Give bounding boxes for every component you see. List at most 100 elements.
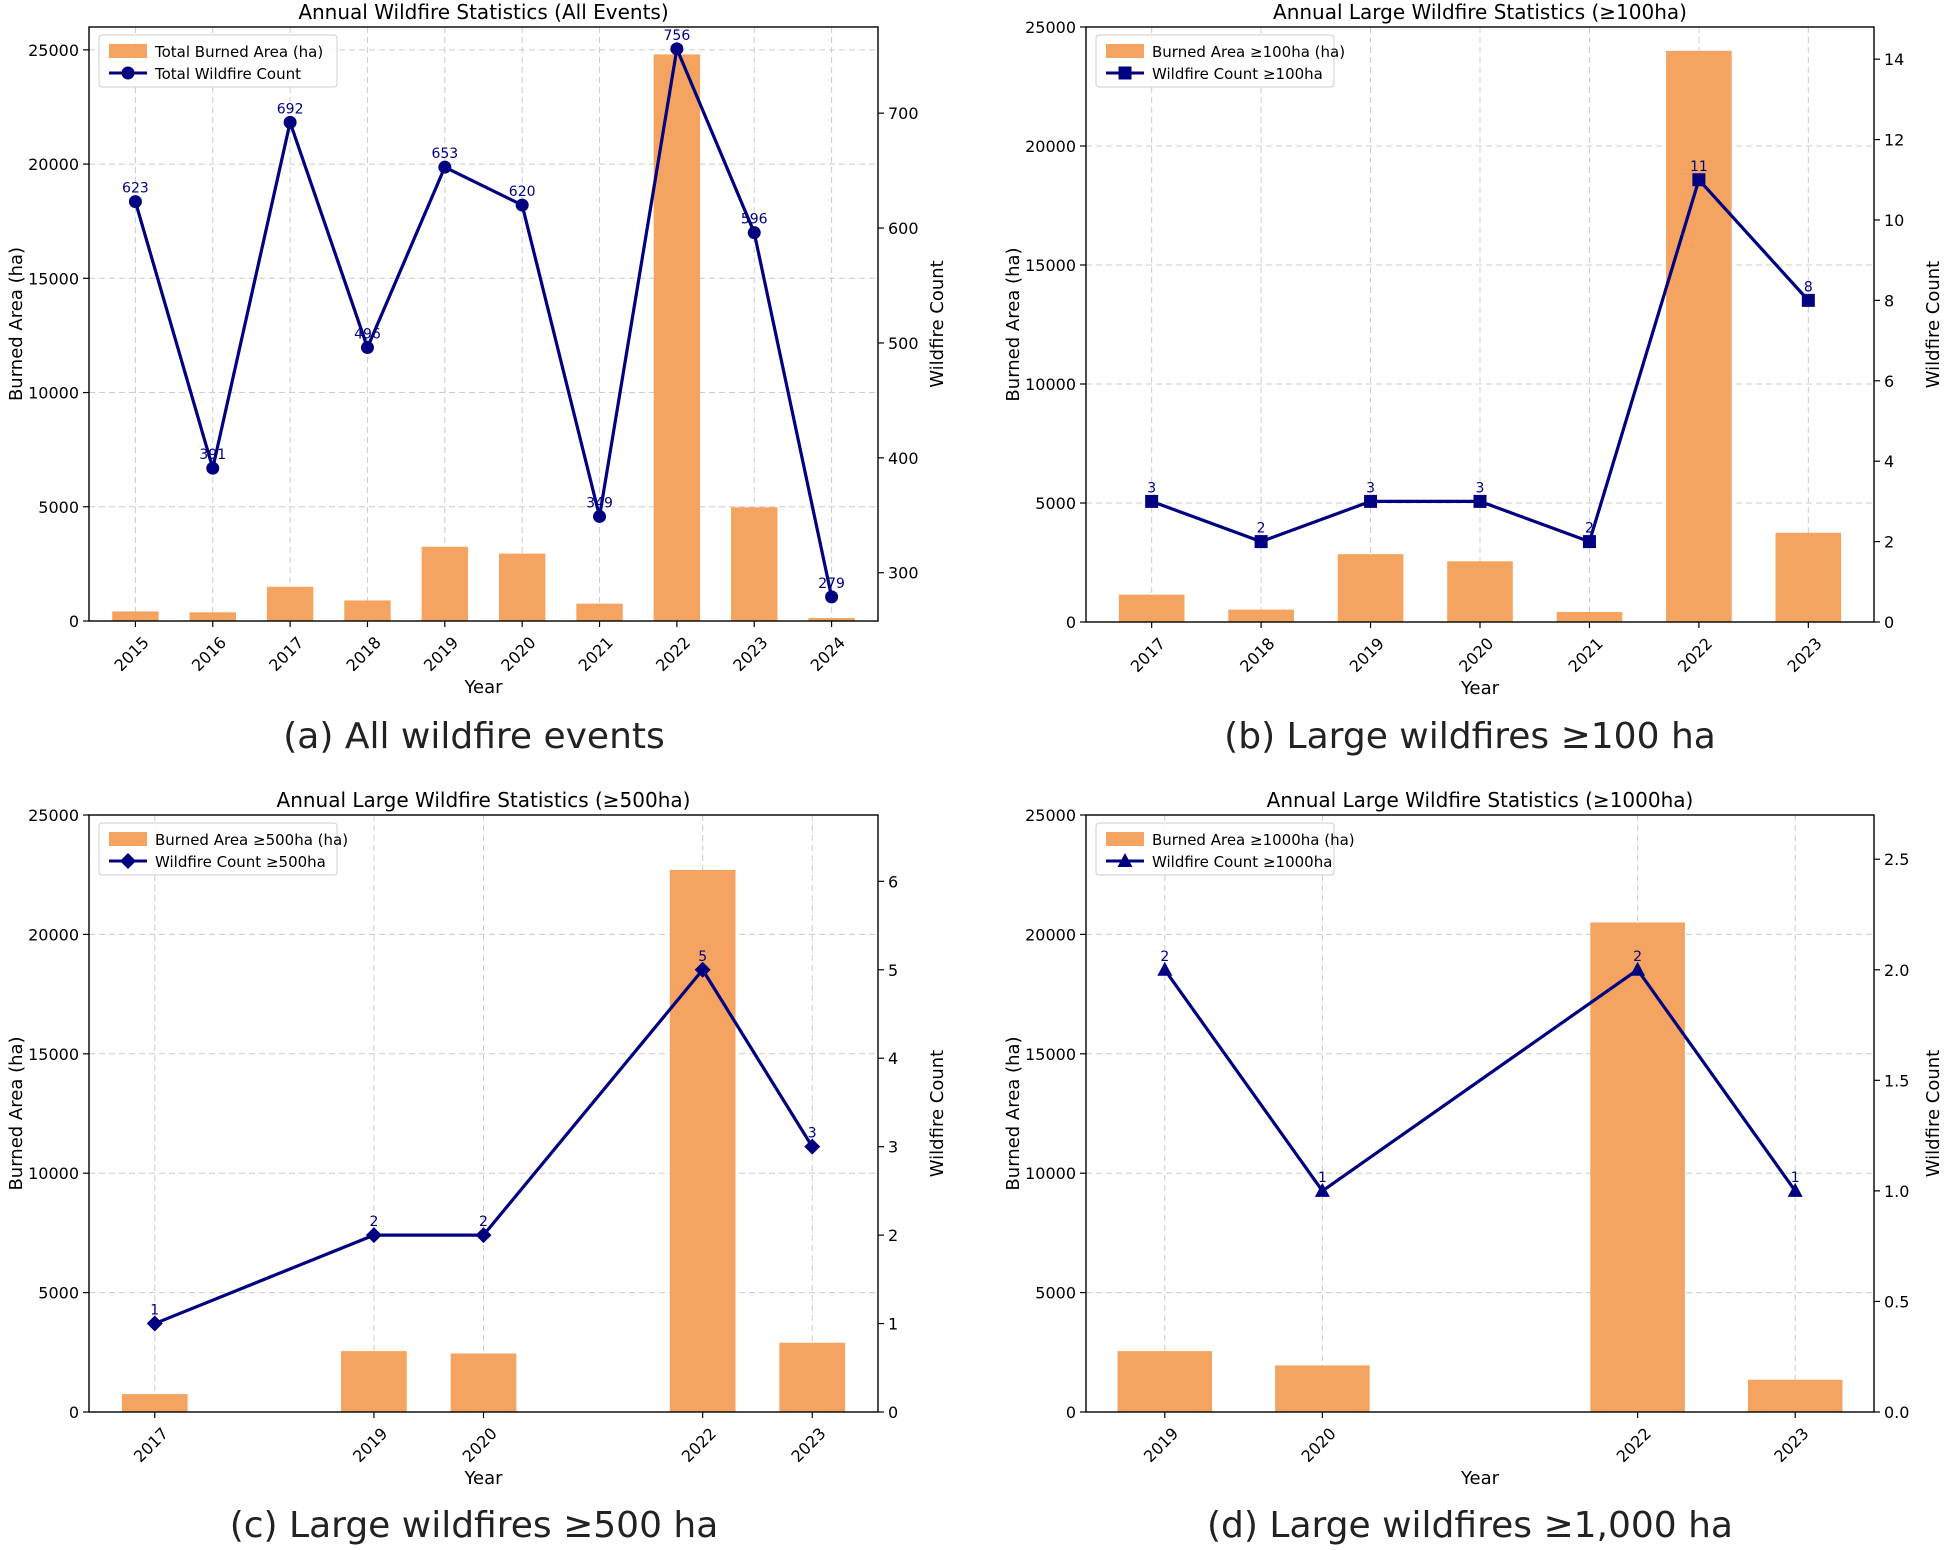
legend-box <box>1095 34 1335 88</box>
line-point <box>1787 1182 1803 1197</box>
x-tick-label: 2018 <box>343 633 385 675</box>
legend-line-marker <box>121 66 135 80</box>
y-tick-label: 20000 <box>1025 137 1076 156</box>
x-tick-label: 2017 <box>265 633 307 675</box>
legend-box <box>98 822 338 876</box>
bar <box>498 553 546 621</box>
y-tick-label: 25000 <box>1025 18 1076 37</box>
y-tick-label: 5000 <box>1035 1284 1076 1303</box>
line-point <box>128 195 142 209</box>
y2-tick-label: 1.5 <box>1884 1071 1909 1090</box>
bar <box>808 618 855 621</box>
line-point <box>1145 494 1159 508</box>
series-line <box>133 47 834 598</box>
data-label: 623 <box>122 181 149 197</box>
x-tick-label: 2022 <box>1674 634 1716 676</box>
legend: Burned Area ≥100ha (ha) Wildfire Count ≥1… <box>1095 34 1345 88</box>
y2-axis-label: Wildfire Count <box>1923 261 1944 388</box>
x-tick-label: 2023 <box>1783 634 1825 676</box>
data-label: 391 <box>199 447 226 463</box>
data-label: 2 <box>1257 521 1266 537</box>
x-tick-label: 2017 <box>130 1424 172 1466</box>
bar-series <box>1118 50 1842 623</box>
data-label: 756 <box>664 28 691 44</box>
y-tick-label: 0 <box>69 612 79 631</box>
y2-tick-label: 400 <box>888 449 919 468</box>
bar <box>1666 50 1732 623</box>
legend-bar-label: Burned Area ≥1000ha (ha) <box>1152 831 1355 849</box>
line-point <box>438 160 452 174</box>
data-label: 3 <box>1476 480 1485 496</box>
legend-bar-swatch <box>1106 832 1144 846</box>
legend-bar-label: Burned Area ≥500ha (ha) <box>155 831 348 849</box>
x-tick-label: 2024 <box>807 633 849 675</box>
y2-tick-label: 2 <box>888 1226 898 1245</box>
bar <box>779 1342 846 1412</box>
y2-tick-label: 2 <box>1884 533 1894 552</box>
bar <box>450 1353 517 1412</box>
x-axis-label: Year <box>463 1468 503 1489</box>
y2-tick-label: 4 <box>1884 452 1894 471</box>
data-label: 8 <box>1804 279 1813 295</box>
x-tick-label: 2020 <box>1297 1424 1339 1466</box>
line-series: 623 391 692 496 653 620 349 756 596 279 <box>122 28 845 604</box>
x-axis-label: Year <box>463 677 503 698</box>
x-tick-label: 2022 <box>1613 1424 1655 1466</box>
bar <box>1118 594 1185 622</box>
bar <box>421 546 469 621</box>
caption-d: (d) Large wildfires ≥1,000 ha <box>1207 1505 1733 1546</box>
line-point <box>283 115 297 129</box>
y-tick-label: 20000 <box>28 925 79 944</box>
y-tick-label: 25000 <box>28 41 79 60</box>
legend-bar-swatch <box>1106 44 1144 58</box>
data-label: 2 <box>1585 521 1594 537</box>
line-point <box>747 226 761 240</box>
line-point <box>1157 961 1173 976</box>
legend-box <box>1095 822 1335 876</box>
x-tick-label: 2018 <box>1236 634 1278 676</box>
data-label: 3 <box>808 1126 817 1142</box>
y-axis-label: Burned Area (ha) <box>6 1036 27 1190</box>
y2-axis-label: Wildfire Count <box>927 1050 948 1177</box>
bar <box>112 611 159 621</box>
chart-title: Annual Large Wildfire Statistics (≥1000h… <box>1267 788 1694 812</box>
legend-line-label: Wildfire Count ≥100ha <box>1152 65 1323 83</box>
data-label: 596 <box>741 212 768 228</box>
x-tick-label: 2023 <box>787 1424 829 1466</box>
legend: Burned Area ≥500ha (ha) Wildfire Count ≥5… <box>98 822 348 876</box>
y-tick-label: 10000 <box>28 1164 79 1183</box>
line-point <box>1801 293 1815 307</box>
data-label: 496 <box>354 327 381 343</box>
x-tick-label: 2019 <box>349 1424 391 1466</box>
x-tick-label: 2023 <box>729 633 771 675</box>
line-point <box>1314 1182 1330 1197</box>
y2-tick-label: 2.0 <box>1884 961 1909 980</box>
line-point <box>360 341 374 355</box>
bar <box>1275 1365 1370 1412</box>
y-tick-label: 0 <box>1066 1403 1076 1422</box>
chart-title: Annual Large Wildfire Statistics (≥100ha… <box>1273 0 1687 24</box>
y2-tick-label: 0.5 <box>1884 1292 1909 1311</box>
data-label: 1 <box>1318 1170 1327 1186</box>
line-point <box>670 42 684 56</box>
x-axis-label: Year <box>1460 678 1500 699</box>
data-label: 2 <box>369 1214 378 1230</box>
caption-c: (c) Large wildfires ≥500 ha <box>229 1505 719 1546</box>
x-tick-label: 2020 <box>497 633 539 675</box>
data-label: 2 <box>1633 949 1642 965</box>
line-point <box>804 1138 821 1155</box>
y2-tick-label: 1.0 <box>1884 1182 1909 1201</box>
line-series: 2 1 2 1 <box>1157 949 1803 1197</box>
data-label: 2 <box>1160 949 1169 965</box>
y2-axis-label: Wildfire Count <box>927 260 948 387</box>
y-tick-label: 10000 <box>1025 1164 1076 1183</box>
y-axis-label: Burned Area (ha) <box>1003 247 1024 401</box>
y2-tick-label: 600 <box>888 219 919 238</box>
bar <box>1117 1351 1213 1412</box>
grid-lines <box>89 814 878 1412</box>
legend-bar-swatch <box>109 832 147 846</box>
y-tick-label: 25000 <box>1025 806 1076 825</box>
legend-bar-label: Total Burned Area (ha) <box>154 43 323 61</box>
y2-tick-label: 14 <box>1884 50 1904 69</box>
